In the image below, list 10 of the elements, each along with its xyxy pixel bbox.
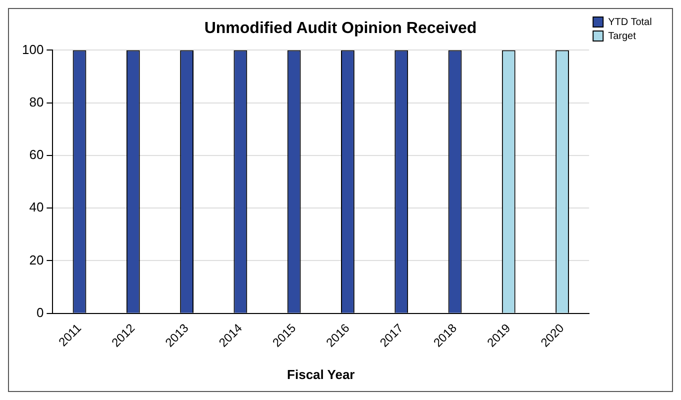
y-tick-label: 100 [22,42,44,57]
legend-label: YTD Total [608,16,652,28]
x-axis-title: Fiscal Year [287,366,355,382]
chart-title: Unmodified Audit Opinion Received [204,20,477,38]
y-tick-label: 60 [29,147,44,162]
y-tick-label: 20 [29,252,44,268]
y-tick-label: 40 [29,200,44,215]
y-tick-label: 80 [29,94,44,110]
y-tick-label: 0 [36,304,44,320]
legend-label: Target [608,30,636,42]
